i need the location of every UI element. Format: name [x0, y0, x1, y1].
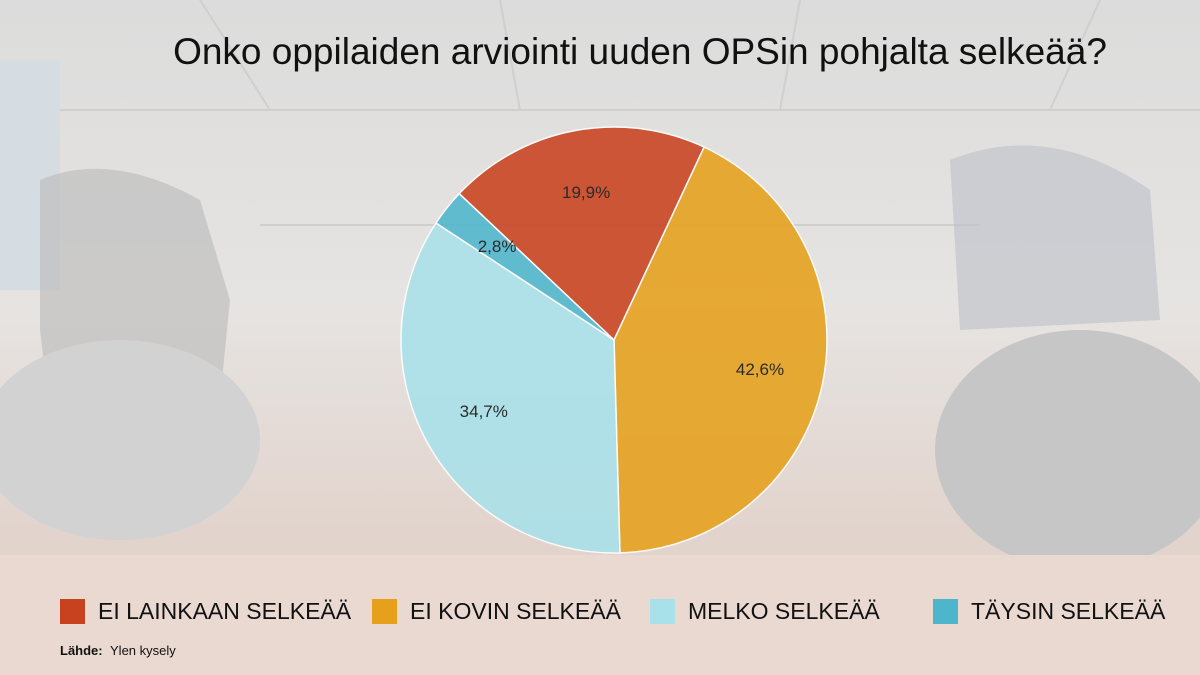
slice-label: 34,7%: [460, 402, 508, 421]
legend: EI LAINKAAN SELKEÄÄ EI KOVIN SELKEÄÄ MELKO…: [60, 598, 1166, 624]
source-text: Ylen kysely: [110, 643, 176, 658]
legend-label: EI LAINKAAN SELKEÄÄ: [98, 598, 352, 624]
pie-slice: [434, 192, 615, 341]
source-label: Lähde:: [60, 643, 103, 658]
legend-label: MELKO SELKEÄÄ: [688, 598, 880, 624]
legend-swatch: [60, 599, 85, 624]
pie-slice: [613, 146, 828, 554]
legend-swatch: [372, 599, 397, 624]
slice-label: 19,9%: [562, 183, 610, 202]
pie-slice: [458, 126, 706, 342]
slice-label: 42,6%: [736, 360, 784, 379]
legend-swatch: [933, 599, 958, 624]
legend-swatch: [650, 599, 675, 624]
pie: 19,9% 42,6% 34,7% 2,8%: [400, 126, 828, 554]
legend-label: EI KOVIN SELKEÄÄ: [410, 598, 622, 624]
source: Lähde: Ylen kysely: [60, 643, 176, 658]
chart-title: Onko oppilaiden arviointi uuden OPSin po…: [173, 31, 1107, 72]
slice-label: 2,8%: [478, 237, 517, 256]
pie-slice: [400, 221, 621, 554]
legend-label: TÄYSIN SELKEÄÄ: [971, 598, 1166, 624]
